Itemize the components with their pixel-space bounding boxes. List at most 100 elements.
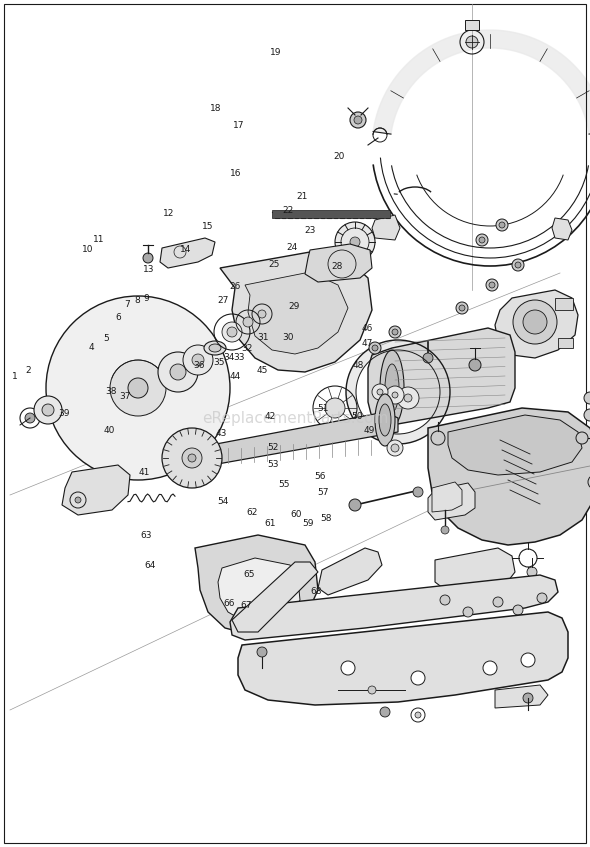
Text: 64: 64 xyxy=(145,562,156,570)
Text: 34: 34 xyxy=(223,353,235,362)
Polygon shape xyxy=(495,290,578,358)
Polygon shape xyxy=(195,535,318,635)
Text: 35: 35 xyxy=(214,358,225,367)
Circle shape xyxy=(584,409,590,421)
Circle shape xyxy=(413,487,423,497)
Text: 55: 55 xyxy=(278,480,290,489)
Polygon shape xyxy=(305,244,372,282)
Text: 66: 66 xyxy=(223,599,235,607)
Text: 18: 18 xyxy=(209,104,221,113)
Text: 37: 37 xyxy=(119,392,131,401)
Text: 52: 52 xyxy=(267,443,278,451)
Circle shape xyxy=(411,671,425,685)
Text: 27: 27 xyxy=(217,296,229,305)
Text: 10: 10 xyxy=(81,246,93,254)
Text: 7: 7 xyxy=(124,301,130,309)
Circle shape xyxy=(392,392,398,398)
Text: 46: 46 xyxy=(361,324,373,333)
Polygon shape xyxy=(238,612,568,705)
Circle shape xyxy=(386,386,404,404)
Text: 17: 17 xyxy=(233,121,245,130)
Circle shape xyxy=(391,444,399,452)
Polygon shape xyxy=(552,218,572,240)
Ellipse shape xyxy=(209,344,221,352)
Circle shape xyxy=(515,262,521,268)
Text: 43: 43 xyxy=(215,429,227,438)
Circle shape xyxy=(143,253,153,263)
Text: 33: 33 xyxy=(233,353,245,362)
Text: 5: 5 xyxy=(103,335,109,343)
Bar xyxy=(555,298,573,310)
Text: 9: 9 xyxy=(143,294,149,302)
Circle shape xyxy=(354,116,362,124)
Circle shape xyxy=(170,364,186,380)
Text: 24: 24 xyxy=(286,243,298,252)
Text: 12: 12 xyxy=(162,209,174,218)
Text: 42: 42 xyxy=(264,412,276,421)
Circle shape xyxy=(325,398,345,418)
Circle shape xyxy=(479,237,485,243)
Polygon shape xyxy=(495,685,548,708)
Circle shape xyxy=(483,661,497,675)
Circle shape xyxy=(499,222,505,228)
Circle shape xyxy=(404,394,412,402)
Polygon shape xyxy=(245,272,348,354)
Text: 11: 11 xyxy=(93,235,105,244)
Circle shape xyxy=(350,112,366,128)
Circle shape xyxy=(397,387,419,409)
Text: 13: 13 xyxy=(143,265,155,274)
Circle shape xyxy=(392,329,398,335)
Text: eReplacementParts.com: eReplacementParts.com xyxy=(202,411,388,425)
Ellipse shape xyxy=(380,350,404,426)
Text: 14: 14 xyxy=(180,246,192,254)
Circle shape xyxy=(415,712,421,718)
Circle shape xyxy=(128,378,148,398)
Text: 65: 65 xyxy=(243,570,255,579)
Circle shape xyxy=(387,440,403,456)
Text: 39: 39 xyxy=(58,409,70,418)
Circle shape xyxy=(521,653,535,667)
Text: 58: 58 xyxy=(320,514,332,523)
Circle shape xyxy=(243,317,253,327)
Text: 1: 1 xyxy=(12,373,18,381)
Text: 59: 59 xyxy=(302,519,314,528)
Text: 16: 16 xyxy=(230,169,242,178)
Text: 40: 40 xyxy=(103,426,115,435)
Text: 26: 26 xyxy=(229,282,241,291)
Circle shape xyxy=(537,593,547,603)
Text: 49: 49 xyxy=(363,426,375,435)
Circle shape xyxy=(456,302,468,314)
Circle shape xyxy=(377,389,383,395)
Circle shape xyxy=(459,305,465,311)
Circle shape xyxy=(349,499,361,511)
Bar xyxy=(558,338,573,348)
Circle shape xyxy=(513,300,557,344)
Polygon shape xyxy=(220,252,372,372)
Text: 41: 41 xyxy=(139,468,150,477)
Text: 29: 29 xyxy=(288,302,300,311)
Polygon shape xyxy=(346,340,450,444)
Circle shape xyxy=(257,647,267,657)
Ellipse shape xyxy=(204,341,226,355)
Text: 53: 53 xyxy=(267,460,278,468)
Text: 62: 62 xyxy=(247,508,258,517)
Text: 48: 48 xyxy=(353,362,365,370)
Circle shape xyxy=(110,360,166,416)
Text: 47: 47 xyxy=(361,339,373,347)
Circle shape xyxy=(350,237,360,247)
Circle shape xyxy=(489,282,495,288)
Polygon shape xyxy=(435,548,515,592)
Text: 32: 32 xyxy=(241,345,253,353)
Text: 19: 19 xyxy=(270,48,282,57)
Text: 54: 54 xyxy=(217,497,229,506)
Text: 56: 56 xyxy=(314,472,326,480)
Circle shape xyxy=(372,345,378,351)
Polygon shape xyxy=(218,558,300,625)
Polygon shape xyxy=(373,30,590,134)
Circle shape xyxy=(372,384,388,400)
Circle shape xyxy=(380,707,390,717)
Circle shape xyxy=(486,279,498,291)
Text: 45: 45 xyxy=(257,367,268,375)
Text: 57: 57 xyxy=(317,489,329,497)
Polygon shape xyxy=(232,562,318,632)
